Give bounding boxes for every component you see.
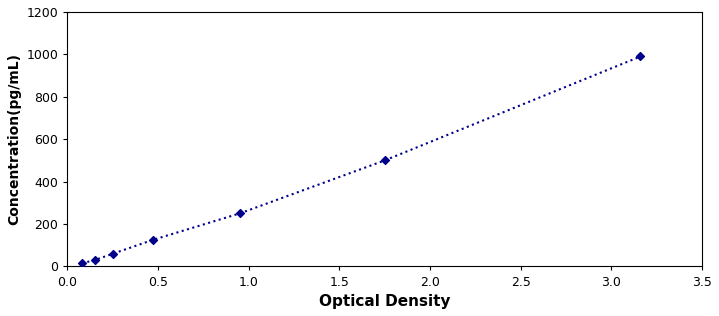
Point xyxy=(107,251,119,256)
Point xyxy=(76,261,88,266)
Point xyxy=(147,237,158,242)
Point xyxy=(635,54,646,59)
Point xyxy=(379,158,390,163)
X-axis label: Optical Density: Optical Density xyxy=(319,294,451,309)
Point xyxy=(234,211,245,216)
Y-axis label: Concentration(pg/mL): Concentration(pg/mL) xyxy=(7,53,21,225)
Point xyxy=(89,258,101,263)
